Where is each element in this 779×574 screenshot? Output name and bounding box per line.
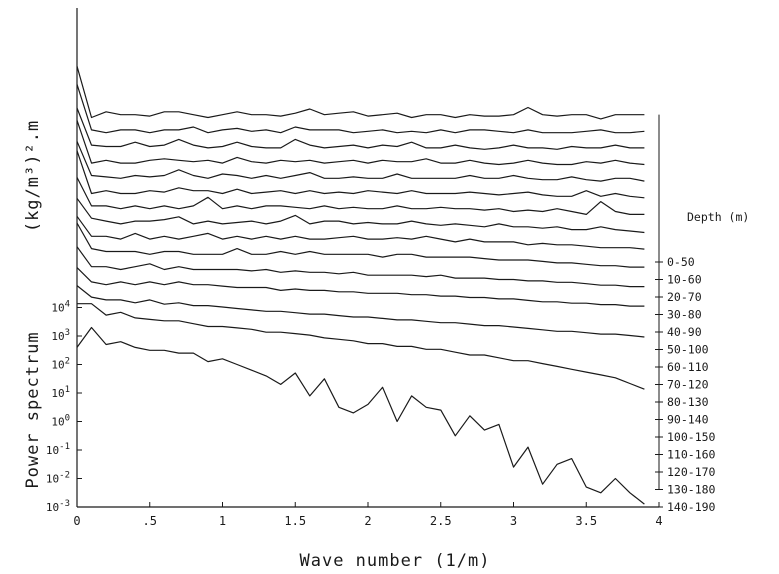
x-tick-label: 1 — [219, 514, 226, 528]
depth-legend: Depth (m) 0-50 10-60 20-70 30-80 40-90 50-100… — [655, 114, 749, 514]
y-tick-label: 104 — [51, 300, 70, 315]
x-tick-label: 3 — [510, 514, 517, 528]
y-axis-title-power-spectrum: Power spectrum — [23, 331, 43, 488]
series-line-0-50 — [76, 66, 645, 120]
series-curves — [76, 66, 645, 505]
plot-frame — [76, 8, 659, 508]
series-line-70-120 — [76, 197, 645, 234]
series-line-50-100 — [76, 150, 645, 199]
y-tick-label: 101 — [51, 385, 70, 400]
legend-label: 130-180 — [667, 483, 716, 497]
y-axis-title-units: (kg/m³)².m — [23, 120, 43, 232]
legend-label: 0-50 — [667, 255, 695, 269]
y-tick-label: 10-3 — [46, 499, 70, 514]
legend-label: 20-70 — [667, 290, 702, 304]
legend-label: 80-130 — [667, 395, 709, 409]
legend-label: 40-90 — [667, 325, 702, 339]
x-tick-label: 3.5 — [575, 514, 597, 528]
y-tick-label: 102 — [51, 357, 70, 372]
legend-label: 140-190 — [667, 500, 716, 514]
series-line-80-130 — [76, 215, 645, 250]
x-tick-label: 1.5 — [284, 514, 306, 528]
legend-label: 30-80 — [667, 308, 702, 322]
y-tick-label: 100 — [51, 414, 70, 429]
legend-label: 120-170 — [667, 465, 716, 479]
series-line-20-70 — [76, 107, 645, 150]
x-axis: 0 .5 1 1.5 2 2.5 3 3.5 4 — [73, 502, 663, 528]
series-line-90-140 — [76, 222, 645, 268]
series-line-10-60 — [76, 84, 645, 134]
series-line-130-180 — [77, 303, 645, 390]
x-tick-label: 2 — [364, 514, 371, 528]
legend-label: 50-100 — [667, 343, 709, 357]
x-axis-title: Wave number (1/m) — [300, 551, 491, 571]
series-line-60-110 — [76, 177, 645, 215]
x-tick-label: .5 — [143, 514, 157, 528]
legend-label: 110-160 — [667, 448, 716, 462]
legend-label: 60-110 — [667, 360, 709, 374]
legend-label: 90-140 — [667, 413, 709, 427]
y-tick-label: 103 — [51, 328, 70, 343]
series-line-120-170 — [76, 285, 645, 338]
legend-label: 10-60 — [667, 273, 702, 287]
series-line-110-160 — [76, 267, 645, 307]
series-line-40-90 — [76, 141, 645, 182]
legend-label: 100-150 — [667, 430, 716, 444]
series-line-140-190 — [76, 326, 645, 505]
y-tick-label: 10-1 — [46, 442, 70, 457]
series-line-100-150 — [76, 246, 645, 288]
x-tick-label: 2.5 — [430, 514, 452, 528]
legend-title: Depth (m) — [687, 210, 749, 224]
series-line-30-80 — [76, 120, 645, 166]
x-tick-label: 0 — [73, 514, 80, 528]
legend-label: 70-120 — [667, 378, 709, 392]
y-tick-label: 10-2 — [46, 471, 70, 486]
y-axis: 104 103 102 101 100 10-1 10-2 10-3 — [46, 300, 82, 514]
x-tick-label: 4 — [655, 514, 662, 528]
